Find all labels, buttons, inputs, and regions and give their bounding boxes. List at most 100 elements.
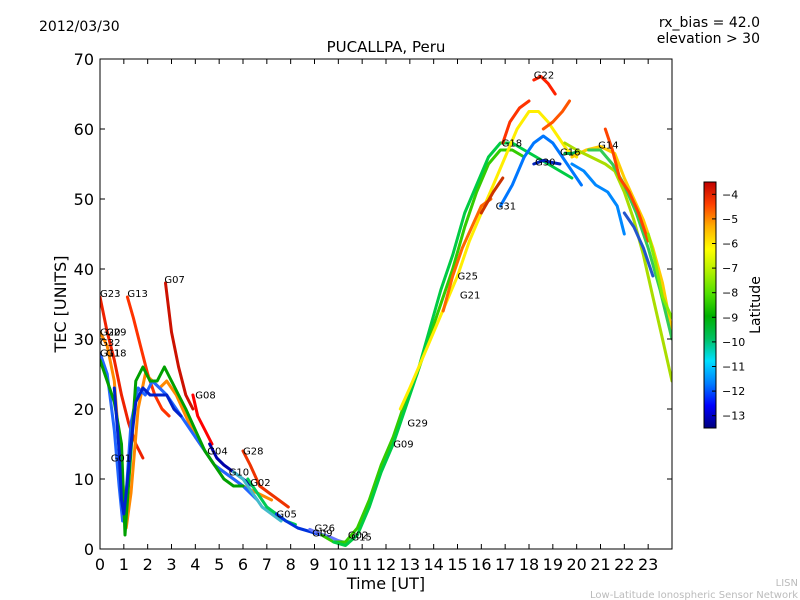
sat-label-g18: G18 — [502, 139, 522, 150]
x-tick-label: 6 — [238, 555, 248, 574]
colorbar-tick-label: −12 — [722, 385, 745, 398]
series-g14-e — [622, 211, 655, 278]
x-tick-label: 3 — [166, 555, 176, 574]
sat-label-g26: G26 — [315, 524, 335, 535]
series-g22 — [532, 75, 557, 96]
series-g14-d — [603, 127, 650, 243]
x-tick-label: 8 — [286, 555, 296, 574]
footer-org-short: LISN — [776, 578, 798, 589]
series-g14-f — [646, 232, 672, 320]
sat-label-g13: G13 — [127, 289, 147, 300]
sat-label-g02: G02 — [250, 478, 270, 489]
x-tick-label: 22 — [614, 555, 634, 574]
series-g14 — [570, 145, 672, 334]
colorbar-tick-label: −6 — [722, 238, 738, 251]
x-tick-label: 11 — [352, 555, 372, 574]
x-tick-label: 13 — [400, 555, 420, 574]
sat-label-g08: G08 — [195, 391, 215, 402]
colorbar-tick-label: −5 — [722, 213, 738, 226]
x-axis-label: Time [UT] — [346, 574, 425, 593]
x-tick-label: 14 — [423, 555, 443, 574]
y-axis-label: TEC [UNITS] — [51, 256, 70, 354]
sat-label-g25: G25 — [458, 272, 478, 283]
sat-label-g22: G22 — [534, 71, 554, 82]
x-tick-label: 19 — [543, 555, 563, 574]
colorbar-label: Latitude — [748, 276, 764, 334]
sat-label-g28: G28 — [243, 447, 263, 458]
sat-label-g16: G16 — [560, 148, 580, 159]
series-g31 — [498, 134, 583, 208]
x-tick-label: 20 — [566, 555, 586, 574]
y-tick-label: 50 — [74, 190, 94, 209]
y-tick-label: 70 — [74, 50, 94, 69]
series-g08 — [191, 393, 214, 446]
series-g01 — [112, 386, 183, 516]
series-g25 — [479, 176, 505, 215]
x-tick-label: 5 — [214, 555, 224, 574]
sat-label-g04: G04 — [207, 447, 227, 458]
colorbar-tick-label: −11 — [722, 361, 745, 374]
x-tick-label: 10 — [328, 555, 348, 574]
date-label: 2012/03/30 — [39, 19, 120, 35]
x-tick-label: 18 — [519, 555, 539, 574]
sat-label-g01: G01 — [111, 454, 131, 465]
colorbar-tick-label: −7 — [722, 262, 738, 275]
y-tick-label: 20 — [74, 400, 94, 419]
plot-area — [100, 59, 672, 549]
sat-label-g15: G15 — [351, 533, 371, 544]
series-g10 — [232, 470, 283, 523]
sat-label-g09: G09 — [393, 440, 413, 451]
sat-label-g18: G18 — [106, 349, 126, 360]
rx-bias-label: rx_bias = 42.0 — [659, 15, 760, 31]
sat-label-g20: G20 — [100, 328, 120, 339]
sat-label-g09: G09 — [312, 528, 332, 539]
series-g15 — [332, 141, 574, 547]
y-tick-label: 30 — [74, 330, 94, 349]
colorbar-tick-label: −4 — [722, 188, 738, 201]
sat-label-g23: G23 — [100, 289, 120, 300]
x-tick-label: 12 — [376, 555, 396, 574]
x-tick-label: 17 — [495, 555, 515, 574]
y-tick-label: 10 — [74, 470, 94, 489]
x-tick-label: 16 — [471, 555, 491, 574]
sat-label-g21: G21 — [460, 290, 480, 301]
elevation-label: elevation > 30 — [657, 31, 760, 47]
sat-label-g02: G02 — [348, 531, 368, 542]
sat-label-g30: G30 — [535, 157, 555, 168]
series-g29 — [398, 110, 579, 411]
x-tick-label: 0 — [95, 555, 105, 574]
y-tick-label: 40 — [74, 260, 94, 279]
y-tick-label: 60 — [74, 120, 94, 139]
series-g21 — [441, 197, 493, 313]
x-tick-label: 7 — [262, 555, 272, 574]
sat-label-g07: G07 — [164, 275, 184, 286]
sat-label-g32: G32 — [100, 338, 120, 349]
series-g30 — [532, 159, 562, 166]
x-tick-label: 23 — [638, 555, 658, 574]
x-tick-label: 1 — [119, 555, 129, 574]
series-g28 — [241, 449, 290, 509]
colorbar-tick-label: −8 — [722, 287, 738, 300]
series-g14-a — [563, 141, 672, 383]
series-g22-tail — [541, 99, 571, 131]
sat-label-g31: G31 — [496, 202, 516, 213]
sat-label-g14: G14 — [598, 141, 618, 152]
colorbar-tick-label: −10 — [722, 336, 745, 349]
series-g18 — [501, 99, 531, 145]
x-tick-label: 15 — [447, 555, 467, 574]
series-g07 — [164, 281, 195, 411]
colorbar-ticks: −4 −5 −6 −7 −8 −9 −10 −11 −12 −13 — [712, 188, 745, 423]
sat-label-g05: G05 — [276, 510, 296, 521]
y-axis-ticks: 0 10 20 30 40 50 60 70 — [74, 50, 672, 559]
chart-title: PUCALLPA, Peru — [327, 38, 446, 56]
y-tick-label: 0 — [84, 540, 94, 559]
sat-label-g29: G29 — [407, 419, 427, 430]
x-axis-ticks: 0 1 2 3 4 5 6 7 8 9 10 11 12 13 14 15 16 17 18 19 20 21 22 23 — [95, 59, 658, 574]
x-tick-label: 2 — [143, 555, 153, 574]
series-g11 — [100, 358, 245, 537]
x-tick-label: 4 — [190, 555, 200, 574]
series-g14-c — [570, 162, 626, 236]
x-tick-label: 21 — [590, 555, 610, 574]
